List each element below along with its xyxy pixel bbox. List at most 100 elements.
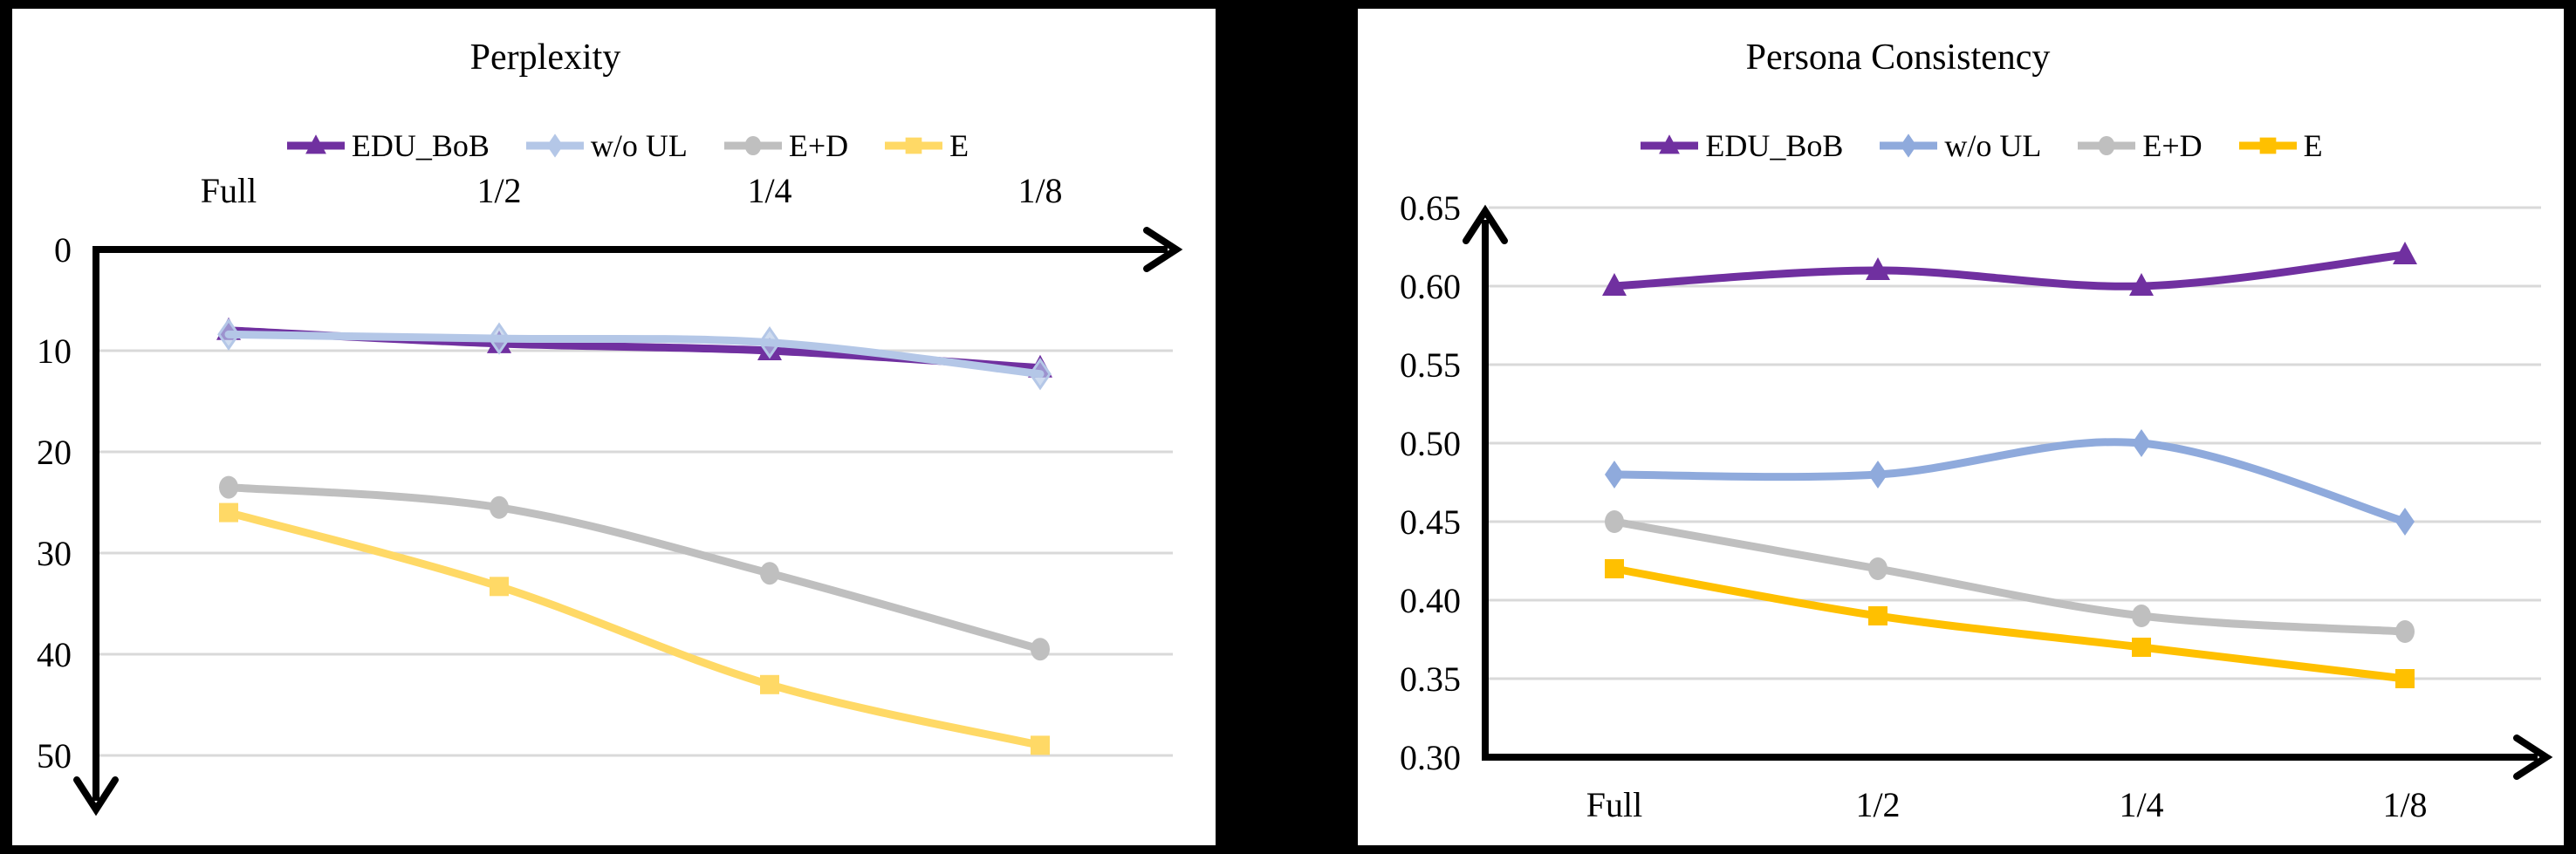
legend-triangle-marker-icon	[286, 134, 345, 154]
series-marker-E-1/2	[1868, 606, 1887, 625]
x-tick-label: 1/2	[1855, 785, 1900, 824]
axis-arrow-icon	[73, 776, 119, 816]
y-tick-label: 10	[37, 331, 72, 371]
legend-marker	[905, 137, 922, 154]
series-marker-E+D-1/2	[490, 495, 509, 519]
legend-item-w/o UL: w/o UL	[525, 127, 688, 164]
series-line-E	[224, 509, 1045, 749]
series-marker-w/o UL-1/2	[488, 322, 510, 355]
series-marker-E+D-1/4	[760, 562, 779, 585]
perplexity-chart-title: Perplexity	[469, 38, 621, 78]
legend-square-marker-icon	[2238, 137, 2297, 154]
series-marker-EDU_BoB-1/8	[2393, 242, 2417, 264]
series-marker-w/o UL-Full	[217, 318, 240, 352]
series-line-E+D	[1610, 517, 2409, 636]
series-marker-E+D-1/8	[2395, 620, 2415, 643]
legend-label: EDU_BoB	[1705, 128, 1844, 163]
series-marker-E+D-1/4	[2132, 605, 2151, 627]
legend-item-E: E	[885, 127, 969, 164]
persona-consistency-chart-title: Persona Consistency	[1745, 38, 2051, 78]
persona-consistency-plot: 0.30 0.35 0.40 0.45 0.50 0.55 0.60 0.65 Full 1/2 1…	[1400, 188, 2553, 824]
y-tick-label: 0	[54, 230, 72, 270]
legend-label: w/o UL	[590, 128, 688, 163]
legend-circle-marker-icon	[723, 135, 782, 156]
legend-square-marker-icon	[885, 137, 943, 154]
series-marker-EDU_BoB-1/4	[2129, 273, 2154, 296]
series-marker-w/o UL-1/8	[1029, 358, 1052, 391]
legend-diamond-marker-icon	[525, 133, 584, 158]
y-tick-label: 0.45	[1400, 502, 1461, 542]
y-tick-label: 0.40	[1400, 581, 1461, 620]
legend-label: w/o UL	[1944, 128, 2042, 163]
x-tick-label: 1/8	[1017, 171, 1062, 210]
series-line-w/o UL	[1610, 438, 2409, 526]
legend-item-E+D: E+D	[723, 127, 849, 164]
y-tick-label: 0.35	[1400, 659, 1461, 699]
series-marker-w/o UL-1/4	[2132, 429, 2151, 457]
legend-item-E: E	[2238, 127, 2323, 164]
series-line-w/o UL	[224, 330, 1045, 379]
series-marker-E+D-1/2	[1868, 557, 1887, 580]
series-line-E	[1610, 564, 2409, 683]
legend-triangle-marker-icon	[1641, 134, 1699, 154]
x-tick-label: 1/2	[476, 171, 521, 210]
legend-diamond-marker-icon	[1880, 133, 1938, 158]
legend-item-E+D: E+D	[2078, 127, 2203, 164]
series-line-EDU_BoB	[1610, 250, 2409, 290]
legend-marker	[2259, 137, 2277, 154]
x-tick-label: 1/8	[2382, 785, 2427, 824]
legend-item-EDU_BoB: EDU_BoB	[286, 127, 490, 164]
series-marker-EDU_BoB-1/2	[1866, 257, 1890, 280]
perplexity-plot: 0 10 20 30 40 50 Full 1/2 1/4 1/8	[37, 171, 1183, 816]
legend-item-EDU_BoB: EDU_BoB	[1641, 127, 1843, 164]
series-marker-E-1/4	[2132, 638, 2151, 657]
y-tick-label: 50	[37, 736, 72, 775]
x-tick-label: 1/4	[2119, 785, 2163, 824]
series-marker-EDU_BoB-Full	[1602, 273, 1627, 296]
series-marker-E-Full	[219, 502, 238, 523]
x-tick-label: 1/4	[747, 171, 791, 210]
series-marker-E+D-Full	[219, 475, 238, 499]
series-marker-w/o UL-Full	[1605, 461, 1624, 488]
legend-label: E+D	[788, 128, 849, 163]
axis-arrow-icon	[1143, 227, 1183, 272]
series-marker-E-1/8	[2395, 669, 2415, 688]
perplexity-chart-panel: Perplexity EDU_BoB w/o UL E+D E 0 10 20 30 40 50…	[12, 9, 1216, 845]
legend-marker	[744, 135, 762, 156]
axis-arrow-icon	[2513, 734, 2553, 780]
legend-label: E	[949, 128, 969, 163]
legend-label: E+D	[2142, 128, 2203, 163]
x-tick-label: Full	[1586, 785, 1642, 824]
perplexity-chart-legend: EDU_BoB w/o UL E+D E	[26, 127, 1230, 164]
legend-marker	[305, 134, 326, 154]
legend-marker	[1901, 133, 1917, 158]
legend-marker	[2099, 135, 2115, 156]
y-tick-label: 0.60	[1400, 267, 1461, 306]
series-line-E+D	[224, 483, 1045, 653]
legend-circle-marker-icon	[2078, 135, 2136, 156]
series-marker-E-1/8	[1031, 735, 1050, 755]
series-marker-w/o UL-1/8	[2395, 508, 2415, 536]
y-tick-label: 0.55	[1400, 345, 1461, 385]
y-tick-label: 20	[37, 433, 72, 472]
series-marker-E-1/4	[760, 674, 779, 694]
persona-consistency-chart-panel: Persona Consistency EDU_BoB w/o UL E+D E 0.…	[1358, 9, 2564, 845]
axis-arrow-icon	[1463, 204, 1508, 244]
x-tick-label: Full	[201, 171, 257, 210]
legend-label: EDU_BoB	[351, 128, 490, 163]
series-marker-E+D-1/8	[1031, 638, 1050, 661]
legend-marker	[1659, 134, 1681, 154]
series-marker-E-1/2	[490, 577, 509, 597]
y-tick-label: 0.65	[1400, 188, 1461, 228]
series-marker-w/o UL-1/4	[758, 326, 781, 359]
legend-marker	[546, 133, 564, 158]
series-marker-E+D-Full	[1605, 510, 1624, 533]
y-tick-label: 30	[37, 534, 72, 573]
legend-item-w/o UL: w/o UL	[1880, 127, 2041, 164]
y-tick-label: 40	[37, 635, 72, 674]
persona-consistency-chart-legend: EDU_BoB w/o UL E+D E	[1379, 127, 2576, 164]
series-marker-w/o UL-1/2	[1868, 461, 1887, 488]
y-tick-label: 0.30	[1400, 738, 1461, 777]
series-marker-E-Full	[1605, 559, 1624, 578]
